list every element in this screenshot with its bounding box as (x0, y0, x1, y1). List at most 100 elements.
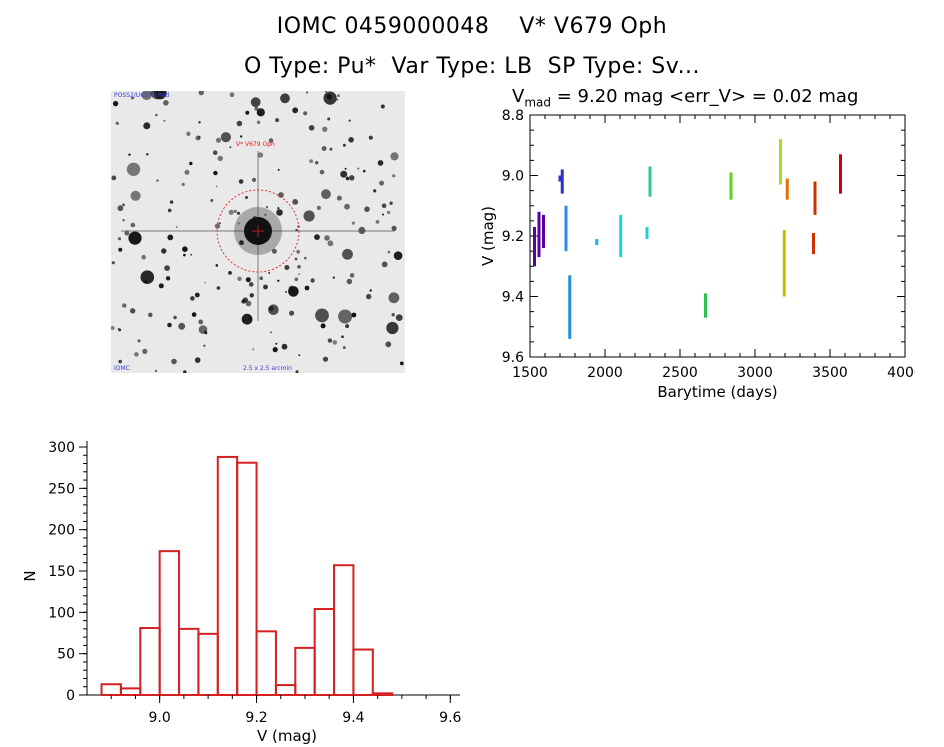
star (197, 135, 201, 139)
data-point-cluster (619, 214, 623, 258)
star (268, 138, 274, 143)
star (194, 357, 201, 363)
star (239, 240, 244, 246)
star (288, 286, 299, 297)
star (351, 312, 357, 318)
star (237, 276, 242, 281)
stamp-corner-label: IOMC (114, 365, 130, 372)
star (254, 106, 259, 111)
star (141, 254, 146, 260)
star (130, 222, 136, 228)
star (342, 346, 346, 350)
star (111, 326, 115, 330)
star (215, 264, 219, 267)
star (322, 126, 328, 132)
vmad-subscript: mad (524, 95, 551, 110)
star (229, 92, 235, 97)
star (238, 179, 244, 184)
star (117, 205, 124, 212)
data-point-cluster (558, 175, 562, 182)
data-point-cluster (785, 178, 789, 200)
star (158, 283, 164, 289)
star (321, 189, 331, 200)
star-field (111, 91, 404, 373)
stamp-survey-label: POSS2/UKSTU Red (114, 92, 169, 99)
star (381, 261, 388, 268)
star (171, 358, 177, 365)
star (252, 348, 255, 351)
star (184, 169, 190, 175)
star (198, 121, 201, 124)
y-tick-label: 9.4 (502, 290, 524, 306)
star-type-info: O Type: Pu* Var Type: LB SP Type: Sv... (243, 54, 701, 79)
star (218, 222, 221, 225)
star-title: IOMC 0459000048 V* V679 Oph (276, 14, 668, 39)
star (268, 306, 274, 312)
star (167, 234, 174, 241)
star (385, 341, 392, 348)
star (294, 277, 299, 282)
star (186, 131, 191, 136)
star (126, 162, 141, 176)
star (164, 265, 170, 271)
star (309, 159, 314, 163)
y-axis-label: N (21, 570, 39, 581)
star (183, 370, 187, 373)
x-tick-label: 9.2 (245, 710, 267, 726)
star (263, 284, 268, 290)
star (298, 354, 301, 357)
x-axis-label: Barytime (days) (657, 383, 777, 401)
star (182, 246, 188, 252)
star (198, 319, 204, 325)
histogram-bar (371, 692, 394, 697)
star (380, 104, 385, 109)
star (310, 278, 315, 283)
star (250, 97, 261, 108)
star (273, 347, 276, 350)
star (399, 361, 404, 366)
star (348, 119, 351, 122)
star (344, 167, 347, 170)
star (163, 100, 169, 106)
histogram-bar (178, 627, 200, 696)
star (190, 296, 195, 301)
star (228, 271, 232, 275)
star (245, 196, 248, 199)
data-point-cluster (542, 214, 545, 249)
star (237, 222, 240, 225)
histogram-bar (313, 608, 336, 697)
star (118, 359, 122, 364)
star (220, 132, 231, 143)
star (271, 248, 277, 254)
target-circle (216, 189, 300, 273)
star (233, 209, 237, 213)
star (161, 248, 167, 254)
star (387, 250, 391, 254)
star (124, 230, 130, 236)
star (332, 276, 335, 279)
star (342, 248, 353, 260)
star (329, 147, 333, 151)
star (134, 352, 139, 357)
star (390, 152, 399, 161)
star (389, 201, 393, 205)
star (148, 312, 153, 318)
star (259, 276, 263, 280)
star (314, 234, 320, 241)
x-tick-label: 9.4 (342, 710, 364, 726)
star (395, 314, 403, 321)
star (320, 323, 326, 329)
star (319, 169, 325, 175)
star (292, 107, 299, 114)
star (392, 174, 396, 178)
x-axis-label: V (mag) (257, 727, 317, 745)
y-tick-label: 200 (48, 523, 75, 539)
star (245, 277, 251, 283)
star (216, 137, 221, 143)
histogram-bar (255, 630, 277, 696)
star (115, 121, 119, 125)
histogram-bar (216, 455, 239, 697)
y-tick-label: 9.0 (502, 169, 524, 185)
x-tick-label: 4000 (887, 365, 915, 381)
star (373, 189, 377, 193)
